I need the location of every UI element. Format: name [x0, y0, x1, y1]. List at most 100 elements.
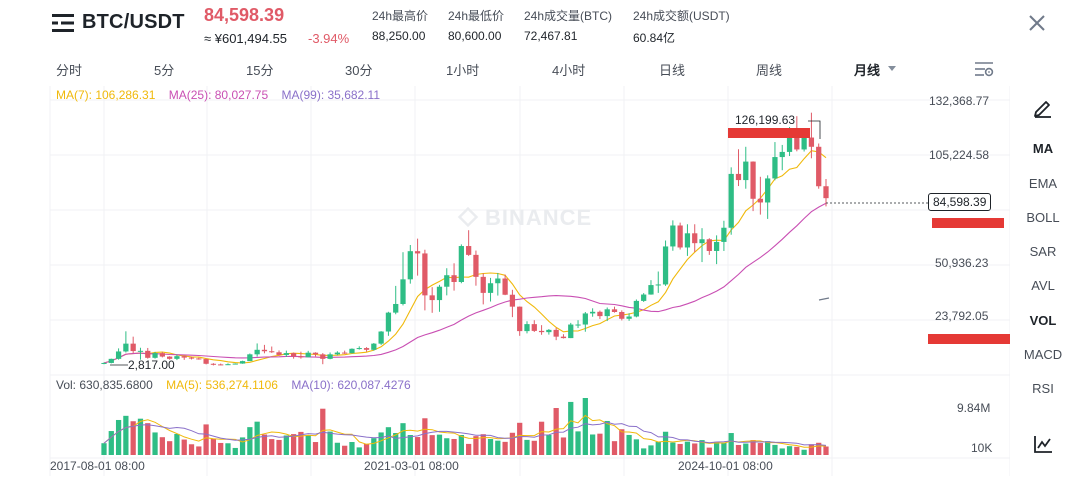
interval-tab[interactable]: 1小时: [446, 63, 480, 78]
moving-average-lines: [103, 150, 827, 364]
candle: [334, 351, 340, 356]
interval-tab[interactable]: 分时: [56, 63, 83, 78]
candles: [101, 112, 829, 366]
volume-bar: [327, 431, 333, 455]
interval-tab[interactable]: 15分: [246, 63, 274, 78]
volume-bar: [181, 439, 187, 455]
candle: [487, 277, 494, 302]
candle-body: [422, 253, 428, 296]
candle: [108, 358, 114, 364]
candlestick-chart[interactable]: BINANCE: [0, 84, 1010, 476]
volume-bar: [706, 447, 712, 455]
candle-body: [677, 225, 683, 248]
last-price: 84,598.39: [204, 5, 285, 25]
chart-settings-icon[interactable]: [974, 60, 994, 78]
candle-body: [626, 316, 632, 319]
candle: [400, 252, 406, 306]
volume-bar: [487, 439, 494, 455]
stat-label: 24h成交量(BTC): [524, 9, 613, 23]
pencil-draw-icon[interactable]: [1032, 96, 1054, 118]
candle: [414, 238, 421, 276]
volume-bar: [538, 421, 545, 455]
candle: [137, 347, 144, 360]
interval-tab[interactable]: 5分: [154, 63, 175, 78]
interval-tab[interactable]: 4小时: [552, 63, 586, 78]
candle: [261, 344, 268, 354]
volume-bar: [298, 431, 304, 455]
menu-list-icon[interactable]: [52, 14, 74, 32]
candle: [502, 274, 508, 296]
candle: [422, 249, 428, 311]
drawing-line: [818, 297, 830, 301]
current-price-tag[interactable]: 84,598.39: [928, 193, 992, 211]
candle-body: [203, 359, 209, 364]
chart-indicator-icon[interactable]: [1032, 433, 1054, 455]
chevron-down-icon[interactable]: [888, 66, 896, 71]
indicator-ema[interactable]: EMA: [1028, 176, 1058, 191]
candle: [210, 363, 217, 366]
volume-bar: [546, 434, 552, 455]
candle-body: [509, 294, 516, 307]
candle: [385, 311, 392, 336]
volume-bar: [247, 427, 253, 455]
candle-body: [145, 350, 151, 358]
redaction-bar: [932, 218, 1004, 228]
candle: [677, 222, 683, 250]
close-icon[interactable]: [1026, 12, 1048, 34]
volume-bar: [422, 418, 428, 455]
candle-body: [232, 363, 238, 365]
candle: [269, 346, 275, 353]
interval-tab[interactable]: 日线: [659, 63, 686, 78]
candle-body: [692, 233, 698, 244]
candle: [254, 343, 260, 357]
volume-bar: [575, 431, 581, 455]
candle: [662, 240, 669, 286]
candle: [101, 362, 107, 365]
volume-bar: [356, 447, 362, 455]
candle-body: [320, 354, 326, 359]
volume-axis-label: 10K: [971, 441, 993, 455]
volume-bar: [174, 433, 180, 455]
volume-bar: [451, 438, 457, 455]
candle-body: [801, 137, 807, 150]
indicator-rsi[interactable]: RSI: [1032, 381, 1054, 396]
volume-bar: [786, 446, 793, 455]
candle-body: [517, 306, 523, 332]
candle-body: [502, 278, 508, 295]
candle-body: [261, 349, 268, 352]
candle-body: [436, 286, 443, 301]
indicator-avl[interactable]: AVL: [1031, 278, 1055, 293]
volume-legend: Vol: 630,835.6800 MA(5): 536,274.1106 MA…: [56, 378, 421, 392]
volume-bar: [641, 448, 647, 455]
volume-bar: [254, 421, 260, 455]
indicator-ma[interactable]: MA: [1032, 141, 1054, 156]
candle: [444, 268, 450, 296]
candle-body: [400, 279, 406, 304]
pair-name[interactable]: BTC/USDT: [82, 11, 185, 33]
interval-tab[interactable]: 周线: [756, 63, 783, 78]
indicator-vol[interactable]: VOL: [1029, 313, 1057, 328]
indicator-macd[interactable]: MACD: [1023, 347, 1063, 362]
volume-bar: [334, 442, 340, 455]
indicator-sar[interactable]: SAR: [1029, 244, 1057, 259]
candle-body: [159, 353, 165, 357]
volume-bar: [429, 435, 435, 455]
candle: [407, 245, 413, 284]
indicator-boll[interactable]: BOLL: [1026, 210, 1060, 225]
interval-tab-active[interactable]: 月线: [854, 63, 881, 78]
candle: [721, 220, 727, 251]
candle: [509, 289, 516, 318]
volume-bar: [363, 443, 370, 455]
candle: [582, 311, 588, 332]
candle: [232, 363, 238, 365]
volume-bar: [480, 434, 486, 455]
candle: [130, 336, 136, 354]
stat-label: 24h最高价: [372, 9, 429, 23]
volume-bar: [276, 439, 282, 455]
volume-bar: [794, 446, 800, 455]
volume-bar: [342, 445, 348, 455]
candle: [145, 347, 151, 359]
stat-value: 72,467.81: [524, 29, 578, 43]
interval-tab[interactable]: 30分: [345, 63, 373, 78]
volume-bar: [531, 440, 537, 455]
